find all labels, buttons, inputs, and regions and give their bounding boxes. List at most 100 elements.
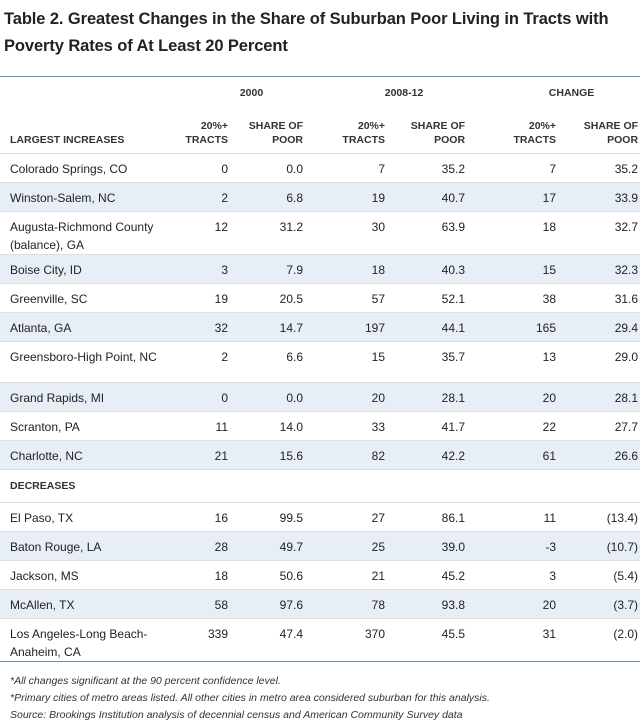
column-header-row: LARGEST INCREASES 20%+ TRACTS SHARE OF POO…: [0, 109, 640, 154]
cell-tracts-2000: 21: [214, 449, 228, 463]
table-notes: *All changes significant at the 90 perce…: [10, 673, 490, 724]
cell-share-2008-12: 39.0: [441, 540, 466, 554]
cell-tracts-2008-12: 21: [371, 569, 386, 583]
cell-tracts-2000: 28: [214, 540, 228, 554]
cell-share-change: 32.3: [614, 263, 639, 277]
cell-tracts-change: 38: [542, 292, 557, 306]
data-table-container: 2000 2008-12 CHANGE LARGEST INCREASES 20…: [0, 76, 640, 662]
cell-tracts-2008-12: 20: [371, 391, 386, 405]
cell-share-change: 27.7: [614, 420, 639, 434]
cell-share-2008-12: 28.1: [441, 391, 466, 405]
cell-share-change: (3.7): [613, 598, 639, 612]
cell-tracts-change: 22: [542, 420, 557, 434]
table-row: Scranton, PA 11 14.0 33 41.7 22 27.7: [0, 411, 640, 441]
col-header-tracts-2008-12: 20%+ TRACTS: [342, 120, 386, 146]
cell-tracts-change: 61: [542, 449, 557, 463]
cell-tracts-2008-12: 197: [364, 321, 386, 335]
row-label: Los Angeles-Long Beach-Anaheim, CA: [10, 627, 148, 659]
row-label: Atlanta, GA: [10, 321, 72, 335]
cell-share-2008-12: 42.2: [441, 449, 466, 463]
cell-tracts-change: 3: [549, 569, 557, 583]
note-primary-cities: *Primary cities of metro areas listed. A…: [10, 692, 490, 704]
cell-tracts-change: 18: [542, 220, 557, 234]
cell-share-change: 29.0: [614, 350, 639, 364]
cell-share-2000: 20.5: [279, 292, 304, 306]
cell-share-change: (5.4): [613, 569, 639, 583]
cell-tracts-2008-12: 370: [364, 627, 386, 641]
section-header-decreases-row: DECREASES: [0, 469, 640, 503]
cell-tracts-change: 20: [542, 598, 557, 612]
cell-share-2000: 14.7: [279, 321, 304, 335]
row-label: Augusta-Richmond County (balance), GA: [10, 220, 154, 252]
table-row: Baton Rouge, LA 28 49.7 25 39.0 -3 (10.7): [0, 531, 640, 561]
row-label: Boise City, ID: [10, 263, 82, 277]
cell-share-change: (2.0): [613, 627, 639, 641]
col-header-tracts-change: 20%+ TRACTS: [513, 120, 557, 146]
col-header-tracts-2000: 20%+ TRACTS: [185, 120, 228, 146]
cell-tracts-2008-12: 7: [378, 162, 386, 176]
row-label: Greenville, SC: [10, 292, 88, 306]
table-row: Atlanta, GA 32 14.7 197 44.1 165 29.4: [0, 312, 640, 342]
group-header-row: 2000 2008-12 CHANGE: [0, 77, 640, 109]
cell-share-2000: 6.6: [286, 350, 304, 364]
cell-tracts-change: 15: [542, 263, 557, 277]
cell-share-2000: 0.0: [286, 391, 304, 405]
row-label: Charlotte, NC: [10, 449, 83, 463]
row-label: Grand Rapids, MI: [10, 391, 105, 405]
table-row: Greenville, SC 19 20.5 57 52.1 38 31.6: [0, 283, 640, 313]
cell-share-2000: 47.4: [279, 627, 304, 641]
group-header-2000: 2000: [239, 87, 264, 99]
cell-share-2008-12: 45.5: [441, 627, 466, 641]
table-row: Los Angeles-Long Beach-Anaheim, CA 339 47.…: [0, 618, 640, 662]
cell-share-2000: 99.5: [279, 511, 304, 525]
cell-share-2008-12: 86.1: [441, 511, 466, 525]
top-rule: [0, 76, 640, 77]
cell-share-2008-12: 41.7: [441, 420, 466, 434]
row-label: Jackson, MS: [10, 569, 79, 583]
cell-share-change: 32.7: [614, 220, 639, 234]
cell-share-2008-12: 93.8: [441, 598, 466, 612]
cell-tracts-change: -3: [545, 540, 557, 554]
cell-tracts-change: 31: [542, 627, 557, 641]
cell-share-change: 33.9: [614, 191, 639, 205]
cell-tracts-2000: 32: [214, 321, 228, 335]
cell-tracts-2000: 0: [221, 391, 228, 405]
cell-share-2000: 97.6: [279, 598, 304, 612]
table-row: Winston-Salem, NC 2 6.8 19 40.7 17 33.9: [0, 182, 640, 212]
cell-tracts-change: 17: [542, 191, 557, 205]
cell-share-2008-12: 63.9: [441, 220, 466, 234]
cell-tracts-2008-12: 82: [371, 449, 386, 463]
cell-tracts-change: 165: [536, 321, 557, 335]
table-row: McAllen, TX 58 97.6 78 93.8 20 (3.7): [0, 589, 640, 619]
increases-body: Colorado Springs, CO 0 0.0 7 35.2 7 35.2 Winsto…: [0, 153, 640, 470]
decreases-body: DECREASES El Paso, TX 16 99.5 27 86.1 11 (13.4…: [0, 469, 640, 662]
cell-tracts-change: 11: [543, 511, 557, 525]
cell-share-change: 26.6: [614, 449, 639, 463]
cell-tracts-2000: 16: [214, 511, 228, 525]
group-header-2008-12: 2008-12: [384, 87, 424, 99]
cell-share-2008-12: 40.3: [441, 263, 466, 277]
cell-share-2000: 49.7: [279, 540, 304, 554]
cell-share-2000: 7.9: [286, 263, 304, 277]
note-source: Source: Brookings Institution analysis o…: [10, 709, 463, 721]
table-row: Grand Rapids, MI 0 0.0 20 28.1 20 28.1: [0, 382, 640, 412]
cell-tracts-2008-12: 33: [371, 420, 386, 434]
cell-share-2008-12: 35.7: [441, 350, 466, 364]
table-title: Table 2. Greatest Changes in the Share o…: [4, 10, 609, 55]
row-label: El Paso, TX: [10, 511, 74, 525]
cell-tracts-2008-12: 15: [371, 350, 386, 364]
cell-share-2000: 0.0: [286, 162, 304, 176]
cell-tracts-2000: 19: [214, 292, 228, 306]
cell-share-change: (10.7): [606, 540, 639, 554]
cell-tracts-2008-12: 25: [371, 540, 386, 554]
cell-share-2008-12: 35.2: [441, 162, 466, 176]
cell-tracts-change: 7: [549, 162, 557, 176]
cell-share-2000: 6.8: [286, 191, 304, 205]
poverty-table: 2000 2008-12 CHANGE LARGEST INCREASES 20…: [0, 77, 640, 662]
cell-share-2000: 15.6: [279, 449, 304, 463]
cell-share-change: 35.2: [614, 162, 639, 176]
note-significance: *All changes significant at the 90 perce…: [10, 675, 281, 687]
cell-share-change: 31.6: [614, 292, 639, 306]
cell-tracts-2008-12: 78: [371, 598, 386, 612]
cell-tracts-2000: 3: [221, 263, 228, 277]
